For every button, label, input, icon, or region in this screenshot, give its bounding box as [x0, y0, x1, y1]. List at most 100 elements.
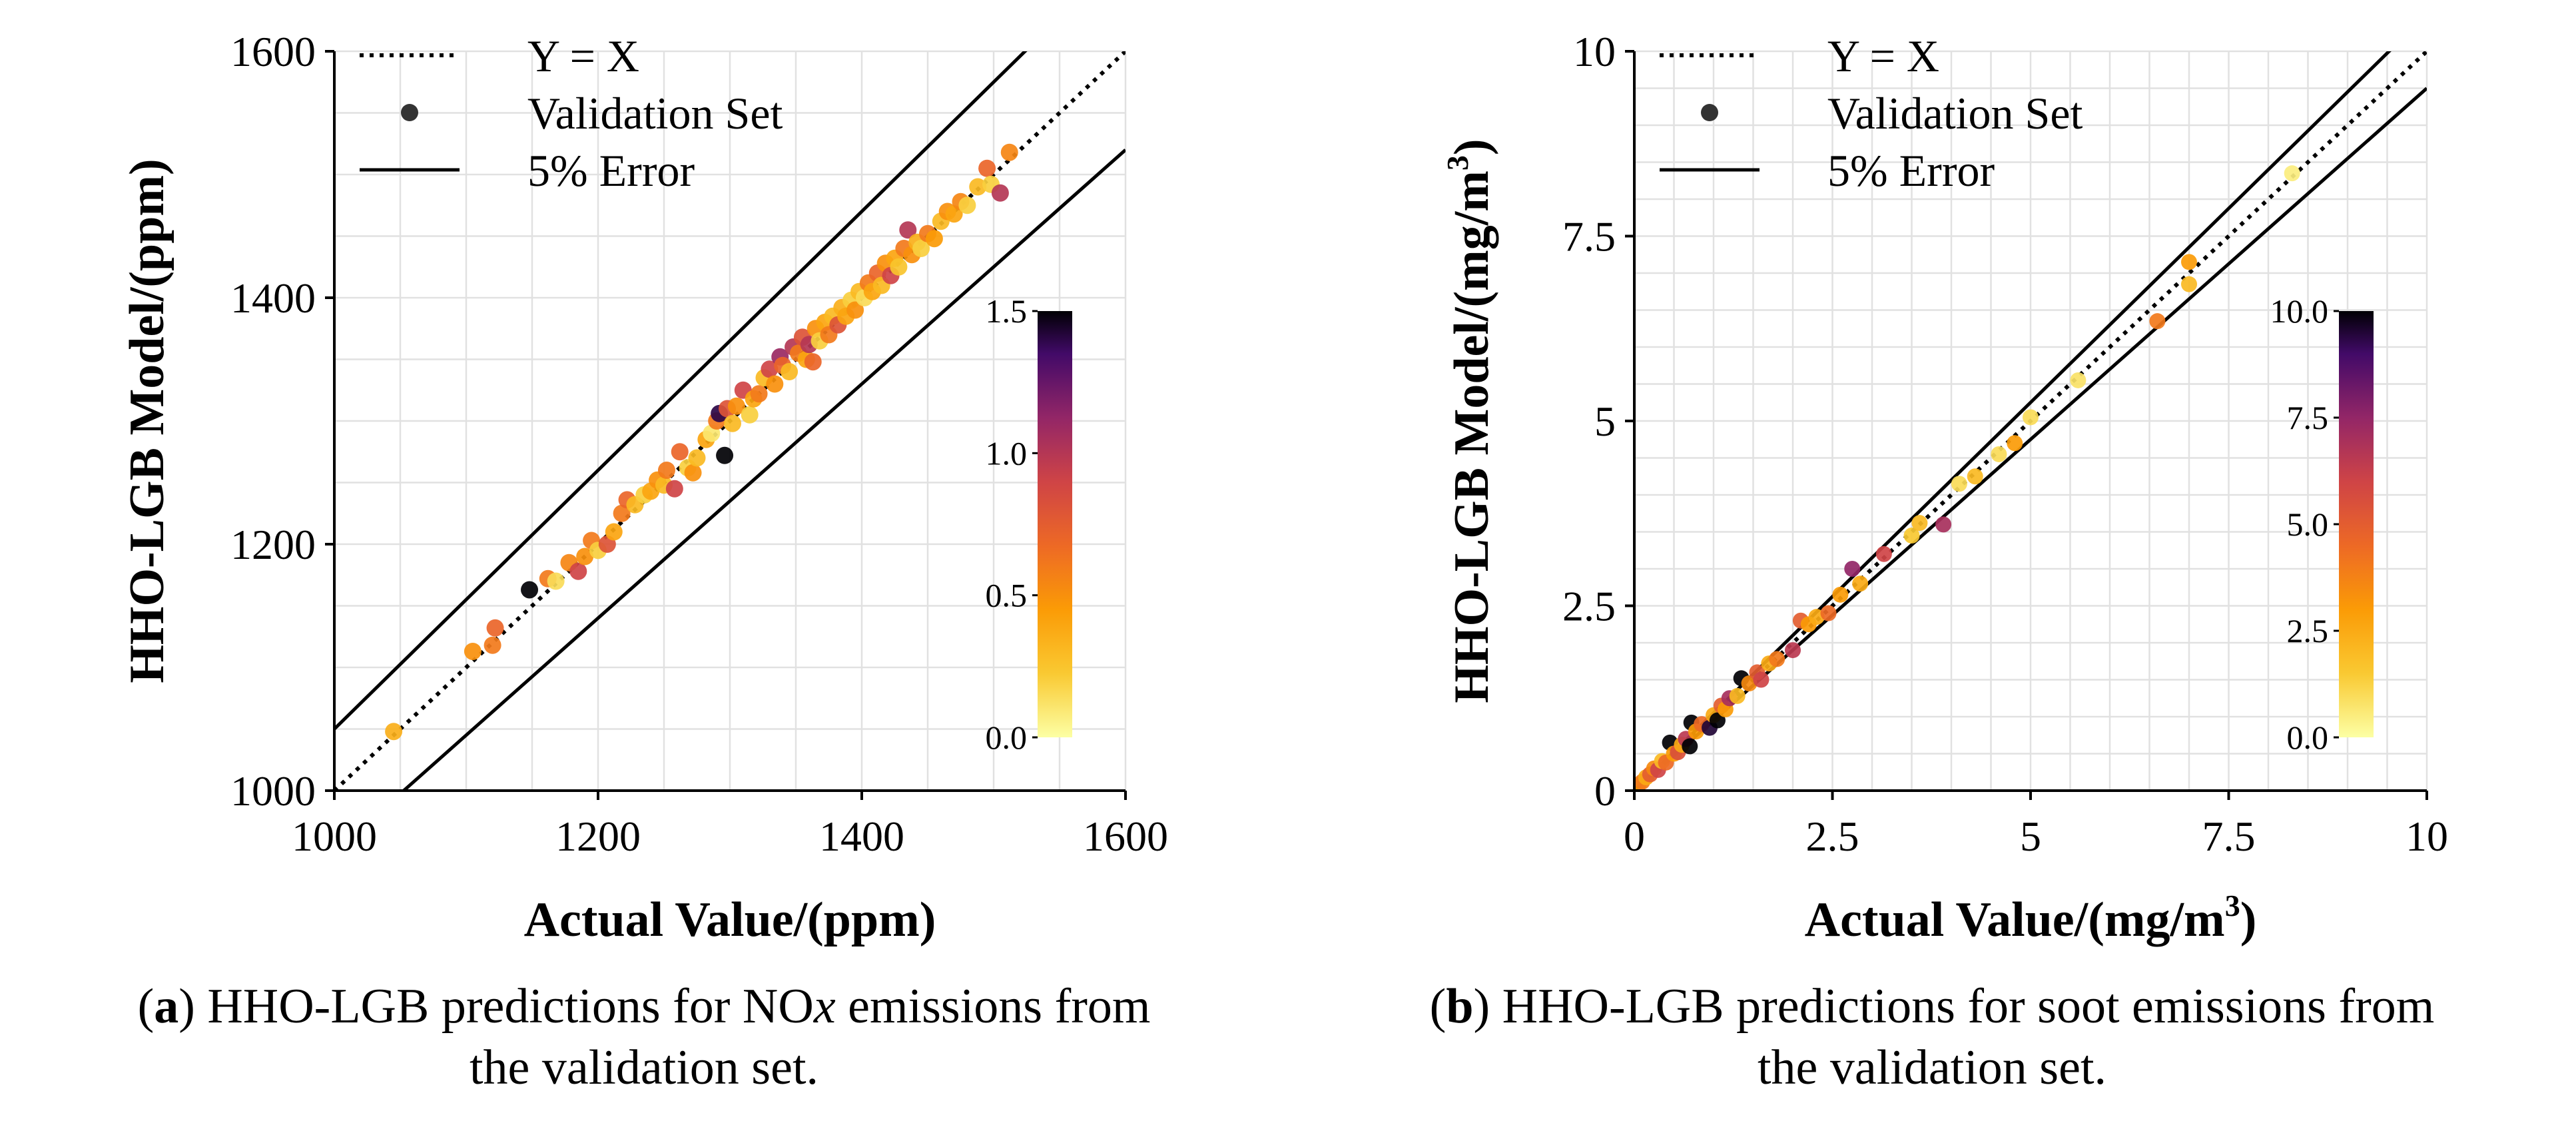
- charta-legend-label: Validation Set: [527, 88, 783, 139]
- chartb-y-tick-label: 5: [1594, 398, 1616, 445]
- chartb-y-tick-label: 0: [1594, 767, 1616, 815]
- charta-legend-label: Y = X: [527, 31, 639, 81]
- charta-point: [385, 723, 403, 741]
- charta-point: [716, 446, 734, 464]
- chartb-colorbar: 0.0 2.5 5.0 7.5 10.0: [2270, 292, 2374, 756]
- charta-legend-label: 5% Error: [527, 145, 695, 196]
- charta-colorbar: 0.0 0.5 1.0 1.5: [986, 292, 1072, 756]
- chartb-point: [1935, 516, 1952, 533]
- charta-point: [547, 572, 565, 590]
- charta-colorbar-gradient: [1038, 311, 1072, 737]
- charta-x-tick-label: 1600: [1083, 813, 1168, 860]
- charta-point: [958, 196, 976, 214]
- charta-point: [912, 240, 930, 257]
- caption-a-tag: a: [154, 979, 179, 1034]
- chartb-point: [2149, 313, 2166, 330]
- chartb-x-tick-label: 7.5: [2202, 813, 2256, 860]
- charta-legend-point-swatch: [401, 104, 418, 121]
- chartb-point: [1875, 546, 1892, 562]
- chart-a: 1000 1200 1400 1600 1000 1200 1400 1600 Actual V…: [120, 28, 1168, 947]
- chartb-grid: [1633, 50, 2428, 792]
- chartb-point: [1785, 642, 1801, 659]
- charta-point: [890, 258, 908, 276]
- charta-colorbar-tick-label: 1.5: [986, 292, 1028, 330]
- charta-points: [385, 143, 1018, 741]
- charta-y-tick-label: 1200: [230, 521, 316, 568]
- caption-a-italic: x: [813, 979, 836, 1034]
- charta-point: [688, 449, 706, 467]
- charta-y-axis-label: HHO-LGB Model/(ppm): [120, 159, 174, 683]
- charta-point: [521, 581, 539, 599]
- chart-b: 0 2.5 5 7.5 10 0 2.5 5 7.5 10 Actual Value/(mg/m3)…: [1441, 28, 2448, 947]
- panel-b: 0 2.5 5 7.5 10 0 2.5 5 7.5 10 Actual Value/(mg/m3)…: [1288, 0, 2576, 1129]
- chartb-y-tick-label: 2.5: [1562, 583, 1616, 630]
- charta-x-tick-label: 1000: [292, 813, 377, 860]
- chartb-legend-point-swatch: [1701, 104, 1718, 121]
- charta-point: [464, 642, 482, 660]
- charta-x-axis-label: Actual Value/(ppm): [524, 893, 936, 947]
- charta-point: [741, 406, 759, 424]
- caption-a-line2: the validation set.: [469, 1040, 819, 1095]
- chartb-points: [1634, 165, 2300, 791]
- chartb-point: [2023, 409, 2039, 426]
- chartb-colorbar-tick-label: 10.0: [2270, 292, 2329, 330]
- charta-point: [569, 562, 587, 580]
- panel-a: 1000 1200 1400 1600 1000 1200 1400 1600 Actual V…: [120, 28, 1168, 1095]
- charta-y-tick-label: 1000: [230, 767, 316, 815]
- charta-point: [978, 159, 996, 177]
- charta-x-tick-label: 1400: [819, 813, 904, 860]
- chartb-lower-error-line: [1634, 87, 2427, 791]
- charta-point: [727, 397, 745, 415]
- chartb-point: [1820, 605, 1837, 621]
- charta-point: [969, 178, 987, 196]
- chartb-colorbar-gradient: [2339, 311, 2374, 737]
- chartb-y-tick-label: 10: [1573, 28, 1616, 75]
- chartb-x-tick-label: 0: [1624, 813, 1645, 860]
- caption-b-line2: the validation set.: [1757, 1040, 2107, 1095]
- chartb-colorbar-tick-label: 5.0: [2287, 506, 2329, 543]
- charta-upper-error-line: [334, 51, 1028, 731]
- charta-point: [899, 221, 917, 239]
- charta-lower-error-line: [401, 149, 1126, 791]
- charta-legend: Y = X Validation Set 5% Error: [360, 31, 783, 196]
- charta-colorbar-tick-label: 0.0: [986, 719, 1028, 756]
- charta-point: [665, 480, 683, 498]
- chartb-legend-label: 5% Error: [1827, 145, 1995, 196]
- charta-point: [684, 464, 702, 482]
- charta-point: [723, 414, 741, 432]
- caption-b-text: ) HHO-LGB predictions for soot emissions…: [1473, 979, 2435, 1034]
- charta-point: [483, 636, 501, 654]
- charta-point: [761, 360, 779, 378]
- chartb-x-tick-label: 2.5: [1806, 813, 1859, 860]
- charta-colorbar-tick-label: 0.5: [986, 577, 1028, 614]
- chartb-legend-label: Validation Set: [1827, 88, 2083, 139]
- chartb-point: [1951, 476, 1967, 492]
- chartb-point: [1991, 446, 2007, 462]
- chartb-x-tick-label: 10: [2406, 813, 2448, 860]
- charta-y-tick-label: 1400: [230, 274, 316, 322]
- caption-a-text-end: emissions from: [835, 979, 1151, 1034]
- chartb-colorbar-tick-label: 2.5: [2287, 612, 2329, 649]
- chartb-y-tick-label: 7.5: [1562, 213, 1616, 260]
- charta-point: [766, 375, 784, 393]
- charta-point: [486, 619, 504, 637]
- caption-a: (a) HHO-LGB predictions for NOx emission…: [137, 979, 1151, 1095]
- charta-point: [1000, 143, 1018, 161]
- caption-b-tag: b: [1446, 979, 1474, 1034]
- chartb-point: [1753, 671, 1770, 688]
- chartb-point: [1729, 687, 1746, 704]
- chartb-point: [1903, 528, 1920, 544]
- chartb-x-axis-label: Actual Value/(mg/m3): [1805, 889, 2257, 947]
- charta-x-tick-label: 1200: [555, 813, 641, 860]
- caption-b: (b) HHO-LGB predictions for soot emissio…: [1429, 979, 2435, 1095]
- chartb-legend-label: Y = X: [1827, 31, 1939, 81]
- caption-a-text: ) HHO-LGB predictions for NO: [178, 979, 814, 1034]
- charta-point: [576, 548, 594, 565]
- chartb-point: [1967, 468, 1983, 485]
- chartb-point: [1832, 586, 1849, 603]
- charta-colorbar-tick-label: 1.0: [986, 434, 1028, 472]
- chartb-point: [1844, 561, 1861, 577]
- chartb-point: [1769, 651, 1785, 667]
- chartb-point: [1852, 575, 1869, 592]
- charta-point: [846, 301, 864, 319]
